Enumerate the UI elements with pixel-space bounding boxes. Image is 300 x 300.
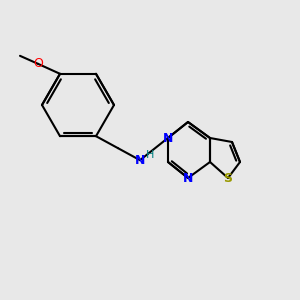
Text: O: O <box>33 57 43 70</box>
Text: N: N <box>135 154 145 167</box>
Text: S: S <box>224 172 232 184</box>
Text: N: N <box>163 131 173 145</box>
Text: N: N <box>183 172 193 184</box>
Text: H: H <box>146 150 154 160</box>
